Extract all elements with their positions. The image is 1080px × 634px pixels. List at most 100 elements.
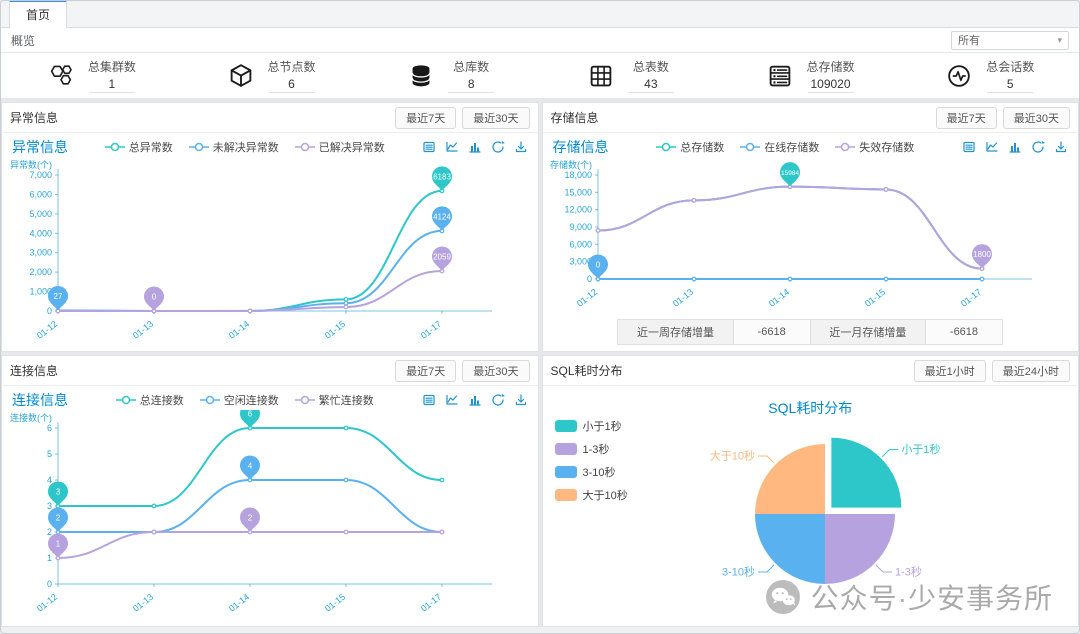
legend-item[interactable]: 总存储数 — [656, 139, 724, 155]
legend-marker-icon — [104, 142, 125, 151]
legend-item[interactable]: 总异常数 — [104, 139, 173, 155]
bar-chart-icon[interactable] — [1008, 140, 1022, 154]
sql-pie-legend: 小于1秒 1-3秒 3-10秒大于10秒 — [554, 418, 628, 503]
pie-slice[interactable] — [754, 514, 825, 584]
stat-item-session: 总会话数 5 — [899, 58, 1079, 93]
legend-item[interactable]: 失效存储数 — [835, 139, 914, 155]
stat-label: 总节点数 — [267, 60, 316, 74]
storage-range-btn-0[interactable]: 最近7天 — [935, 106, 997, 129]
overview-bar: 概览 所有 ▾ — [1, 28, 1079, 53]
refresh-icon[interactable] — [491, 140, 505, 154]
svg-text:01-13: 01-13 — [671, 287, 695, 309]
svg-text:0: 0 — [152, 293, 157, 302]
svg-text:0: 0 — [47, 579, 52, 589]
line-chart-icon[interactable] — [445, 140, 459, 154]
exceptions-panel: 异常信息 最近7天 最近30天 异常信息 总异常数 未解决异常数 已解决异常数 异常数(… — [1, 102, 539, 352]
data-view-icon[interactable] — [422, 393, 436, 407]
legend-marker-icon — [740, 142, 761, 151]
svg-text:12,000: 12,000 — [565, 205, 593, 215]
sql-pie-chart: 小于1秒 1-3秒 3-10秒 大于10秒 — [709, 437, 940, 584]
svg-text:6,000: 6,000 — [570, 239, 593, 249]
legend-item[interactable]: 总连接数 — [115, 392, 184, 408]
svg-text:15,000: 15,000 — [565, 187, 593, 197]
stat-item-node: 总节点数 6 — [181, 58, 361, 93]
stat-item-storage: 总存储数 109020 — [720, 58, 900, 93]
stat-value: 1 — [88, 77, 135, 93]
sql-pie-body: SQL耗时分布 小于1秒 1-3秒 3-10秒 大于10秒 小于1秒 1-3秒 3-10秒… — [543, 386, 1079, 626]
legend-item[interactable]: 在线存储数 — [740, 139, 819, 155]
mark-point: 2 — [47, 507, 68, 532]
stat-label: 总存储数 — [806, 60, 855, 74]
legend-item[interactable]: 繁忙连接数 — [294, 392, 374, 408]
svg-text:连接数(个): 连接数(个) — [10, 412, 52, 423]
legend-swatch — [554, 466, 577, 478]
stat-label: 总库数 — [453, 60, 490, 74]
svg-text:01-12: 01-12 — [35, 592, 59, 614]
pie-legend-item[interactable]: 小于1秒 — [554, 418, 628, 434]
svg-text:3-10秒: 3-10秒 — [721, 564, 754, 578]
stat-item-table: 总表数 43 — [540, 58, 720, 93]
legend-marker-icon — [835, 142, 856, 151]
legend-item[interactable]: 已解决异常数 — [294, 139, 385, 155]
bar-chart-icon[interactable] — [468, 393, 482, 407]
storage-range-btn-1[interactable]: 最近30天 — [1002, 106, 1070, 129]
pie-slice[interactable] — [830, 437, 901, 508]
mark-point: 1 — [47, 533, 68, 558]
svg-text:1-3秒: 1-3秒 — [894, 564, 921, 578]
svg-text:01-14: 01-14 — [767, 287, 791, 309]
svg-text:异常数(个): 异常数(个) — [10, 159, 52, 170]
legend-marker-icon — [656, 142, 677, 151]
download-icon[interactable] — [514, 393, 528, 407]
legend-label: 已解决异常数 — [318, 141, 385, 154]
svg-text:6183: 6183 — [433, 172, 451, 181]
svg-text:2: 2 — [47, 527, 52, 537]
mark-point: 1800 — [972, 244, 993, 269]
data-view-icon[interactable] — [962, 140, 976, 154]
legend-item[interactable]: 空闲连接数 — [199, 392, 279, 408]
svg-text:4124: 4124 — [433, 212, 451, 221]
mark-point: 6 — [239, 410, 260, 428]
sql-range-btn-1[interactable]: 最近24小时 — [991, 359, 1070, 382]
stat-value: 6 — [268, 77, 315, 93]
connections-range-btn-0[interactable]: 最近7天 — [395, 359, 457, 382]
svg-text:5: 5 — [47, 449, 52, 459]
filter-select[interactable]: 所有 ▾ — [951, 30, 1069, 50]
line-chart-icon[interactable] — [445, 393, 459, 407]
pie-legend-item[interactable]: 1-3秒 — [554, 441, 628, 457]
sql-range-btn-0[interactable]: 最近1小时 — [913, 359, 986, 382]
svg-text:3: 3 — [56, 488, 61, 497]
pie-legend-item[interactable]: 3-10秒 — [554, 464, 628, 480]
stat-text: 总库数 8 — [448, 58, 495, 93]
refresh-icon[interactable] — [491, 393, 505, 407]
connections-chart-title: 连接信息 — [12, 391, 68, 408]
mark-point: 0 — [143, 286, 164, 311]
stat-text: 总集群数 1 — [88, 58, 136, 93]
panels-grid: 异常信息 最近7天 最近30天 异常信息 总异常数 未解决异常数 已解决异常数 异常数(… — [1, 99, 1079, 627]
tab-home[interactable]: 首页 — [9, 1, 68, 28]
pie-slice[interactable] — [824, 514, 895, 584]
exceptions-range-btn-0[interactable]: 最近7天 — [395, 106, 457, 129]
connections-range-btn-1[interactable]: 最近30天 — [462, 359, 530, 382]
bar-chart-icon[interactable] — [468, 140, 482, 154]
stat-item-database: 总库数 8 — [360, 58, 540, 93]
svg-text:2059: 2059 — [433, 252, 451, 261]
download-icon[interactable] — [514, 140, 528, 154]
refresh-icon[interactable] — [1031, 140, 1045, 154]
exceptions-range-btn-1[interactable]: 最近30天 — [462, 106, 530, 129]
legend-label: 总连接数 — [139, 394, 184, 407]
line-chart-icon[interactable] — [985, 140, 999, 154]
svg-text:0: 0 — [596, 261, 601, 270]
svg-text:2,000: 2,000 — [29, 267, 52, 277]
increment-label: 近一月存储增量 — [810, 320, 926, 344]
pie-legend-item[interactable]: 大于10秒 — [554, 487, 628, 503]
legend-item[interactable]: 未解决异常数 — [188, 139, 279, 155]
svg-text:01-12: 01-12 — [575, 287, 599, 309]
download-icon[interactable] — [1054, 140, 1068, 154]
data-view-icon[interactable] — [422, 140, 436, 154]
pie-slice[interactable] — [754, 444, 825, 514]
svg-text:01-13: 01-13 — [131, 319, 155, 341]
svg-text:1,000: 1,000 — [29, 287, 52, 297]
legend-label: 总存储数 — [680, 141, 725, 154]
